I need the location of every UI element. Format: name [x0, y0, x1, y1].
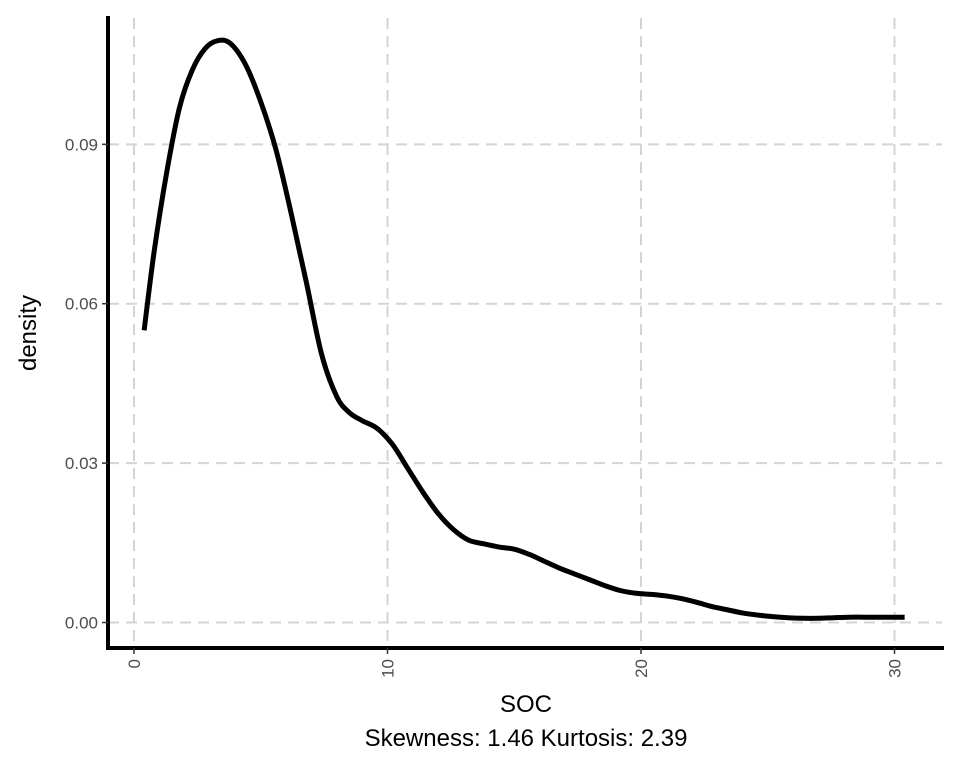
y-tick-label: 0.06 [65, 295, 98, 314]
grid-lines [108, 18, 942, 648]
y-tick-label: 0.03 [65, 454, 98, 473]
x-tick-label: 10 [379, 659, 398, 678]
x-tick-label: 0 [125, 659, 144, 668]
y-tick-label: 0.00 [65, 614, 98, 633]
x-tick-label: 30 [886, 659, 905, 678]
x-tick-label: 20 [632, 659, 651, 678]
chart-subtitle: Skewness: 1.46 Kurtosis: 2.39 [365, 725, 688, 752]
axes [102, 16, 944, 654]
x-axis-title: SOC [500, 691, 552, 718]
curve-layer [141, 37, 905, 621]
y-axis-title: density [15, 295, 42, 371]
density-curve-line [141, 37, 905, 621]
y-tick-label: 0.09 [65, 135, 98, 154]
tick-labels: 0.00 0.03 0.06 0.09 0 10 20 30 [65, 135, 905, 678]
